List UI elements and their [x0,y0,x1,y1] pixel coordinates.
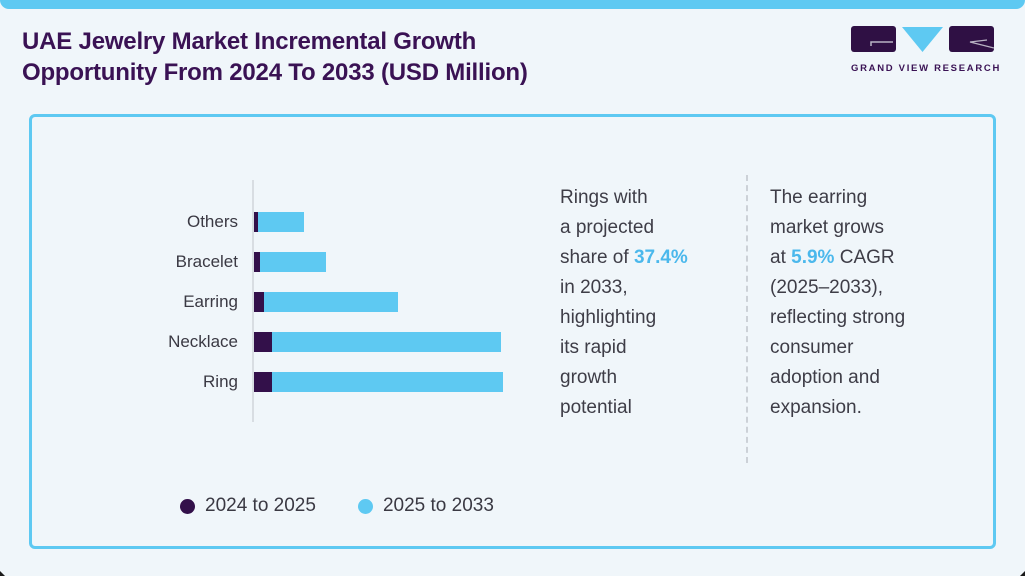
annotation-line: highlighting [560,303,730,333]
annotation-text: CAGR [834,247,895,268]
page-title-line1: UAE Jewelry Market Incremental Growth [22,28,477,55]
annotation-line: potential [560,393,730,423]
legend-dot-icon [180,498,195,514]
annotation-text: expansion. [770,397,862,418]
bar-row: Ring [102,362,522,402]
bar-segment-2025-to-2033 [271,332,501,352]
category-label: Bracelet [175,252,238,271]
bar-segment-2025-to-2033 [258,212,305,232]
annotation-text: its rapid [560,337,627,358]
bar-row: Earring [102,282,522,322]
annotation-line: adoption and [770,363,940,393]
annotation-line: reflecting strong [770,303,940,333]
bar-segment-2025-to-2033 [264,292,399,312]
annotation-text: growth [560,367,618,388]
bar-chart: Others Bracelet Earring Necklace Ring [102,180,522,422]
annotation-text: consumer [770,337,854,358]
annotation-line: in 2033, [560,273,730,303]
gvr-logo-icon [851,26,995,52]
annotation-text: Rings with [560,187,648,208]
annotation-line: Rings with [560,183,730,213]
grand-view-research-logo: GRAND VIEW RESEARCH [851,26,1002,74]
bar-segment-2024-to-2025 [254,332,272,352]
bar-row: Necklace [102,322,522,362]
right-annotation: The earring market grows at 5.9% CAGR (2025… [770,183,940,423]
corner-artifact-left [0,571,5,576]
annotation-line: a projected [560,213,730,243]
category-label: Necklace [168,332,238,351]
annotation-line: share of 37.4% [560,243,730,273]
annotation-text: a projected [560,217,655,238]
bar-rows-container: Others Bracelet Earring Necklace Ring [102,202,522,402]
annotation-line: its rapid [560,333,730,363]
bar-row: Bracelet [102,242,522,282]
category-label: Others [186,212,238,231]
annotation-line: expansion. [770,393,940,423]
bar-segment-2025-to-2033 [271,372,503,392]
annotation-line: (2025–2033), [770,273,940,303]
bar-segment-2024-to-2025 [254,292,265,312]
dashed-divider [746,175,748,463]
annotation-line: growth [560,363,730,393]
chart-legend: 2024 to 2025 2025 to 2033 [180,495,494,517]
highlighted-stat: 5.9% [791,247,835,268]
legend-item: 2025 to 2033 [357,495,494,517]
highlighted-stat: 37.4% [633,247,688,268]
annotation-line: consumer [770,333,940,363]
legend-item: 2024 to 2025 [180,495,316,517]
bar-segment-2024-to-2025 [254,212,259,232]
category-label: Earring [183,292,238,311]
annotation-text: in 2033, [560,277,628,298]
page-title: UAE Jewelry Market Incremental Growth Op… [22,26,528,88]
bar-row: Others [102,202,522,242]
category-axis-line [252,180,254,422]
legend-dot-icon [357,498,373,514]
annotation-text: market grows [770,217,885,238]
logo-wordmark: GRAND VIEW RESEARCH [851,63,1002,74]
bar-segment-2024-to-2025 [254,372,272,392]
annotation-text: potential [560,397,632,418]
category-label: Ring [203,372,238,391]
annotation-text: highlighting [560,307,657,328]
annotation-text: reflecting strong [770,307,906,328]
corner-artifact-right [1020,571,1025,576]
page-title-line2: Opportunity From 2024 To 2033 (USD Milli… [22,59,528,86]
annotation-text: at [770,247,792,268]
legend-label: 2024 to 2025 [205,495,316,516]
annotation-line: The earring [770,183,940,213]
annotation-text: adoption and [770,367,880,388]
annotation-text: (2025–2033), [770,277,884,298]
bar-segment-2024-to-2025 [254,252,260,272]
bar-segment-2025-to-2033 [259,252,327,272]
annotation-text: The earring [770,187,868,208]
infographic-panel: Others Bracelet Earring Necklace Ring Rings … [29,114,996,549]
annotation-line: market grows [770,213,940,243]
annotation-line: at 5.9% CAGR [770,243,940,273]
legend-label: 2025 to 2033 [382,495,494,516]
annotation-text: share of [560,247,634,268]
left-annotation: Rings with a projected share of 37.4% in 20… [560,183,730,423]
top-accent-bar [0,0,1025,9]
